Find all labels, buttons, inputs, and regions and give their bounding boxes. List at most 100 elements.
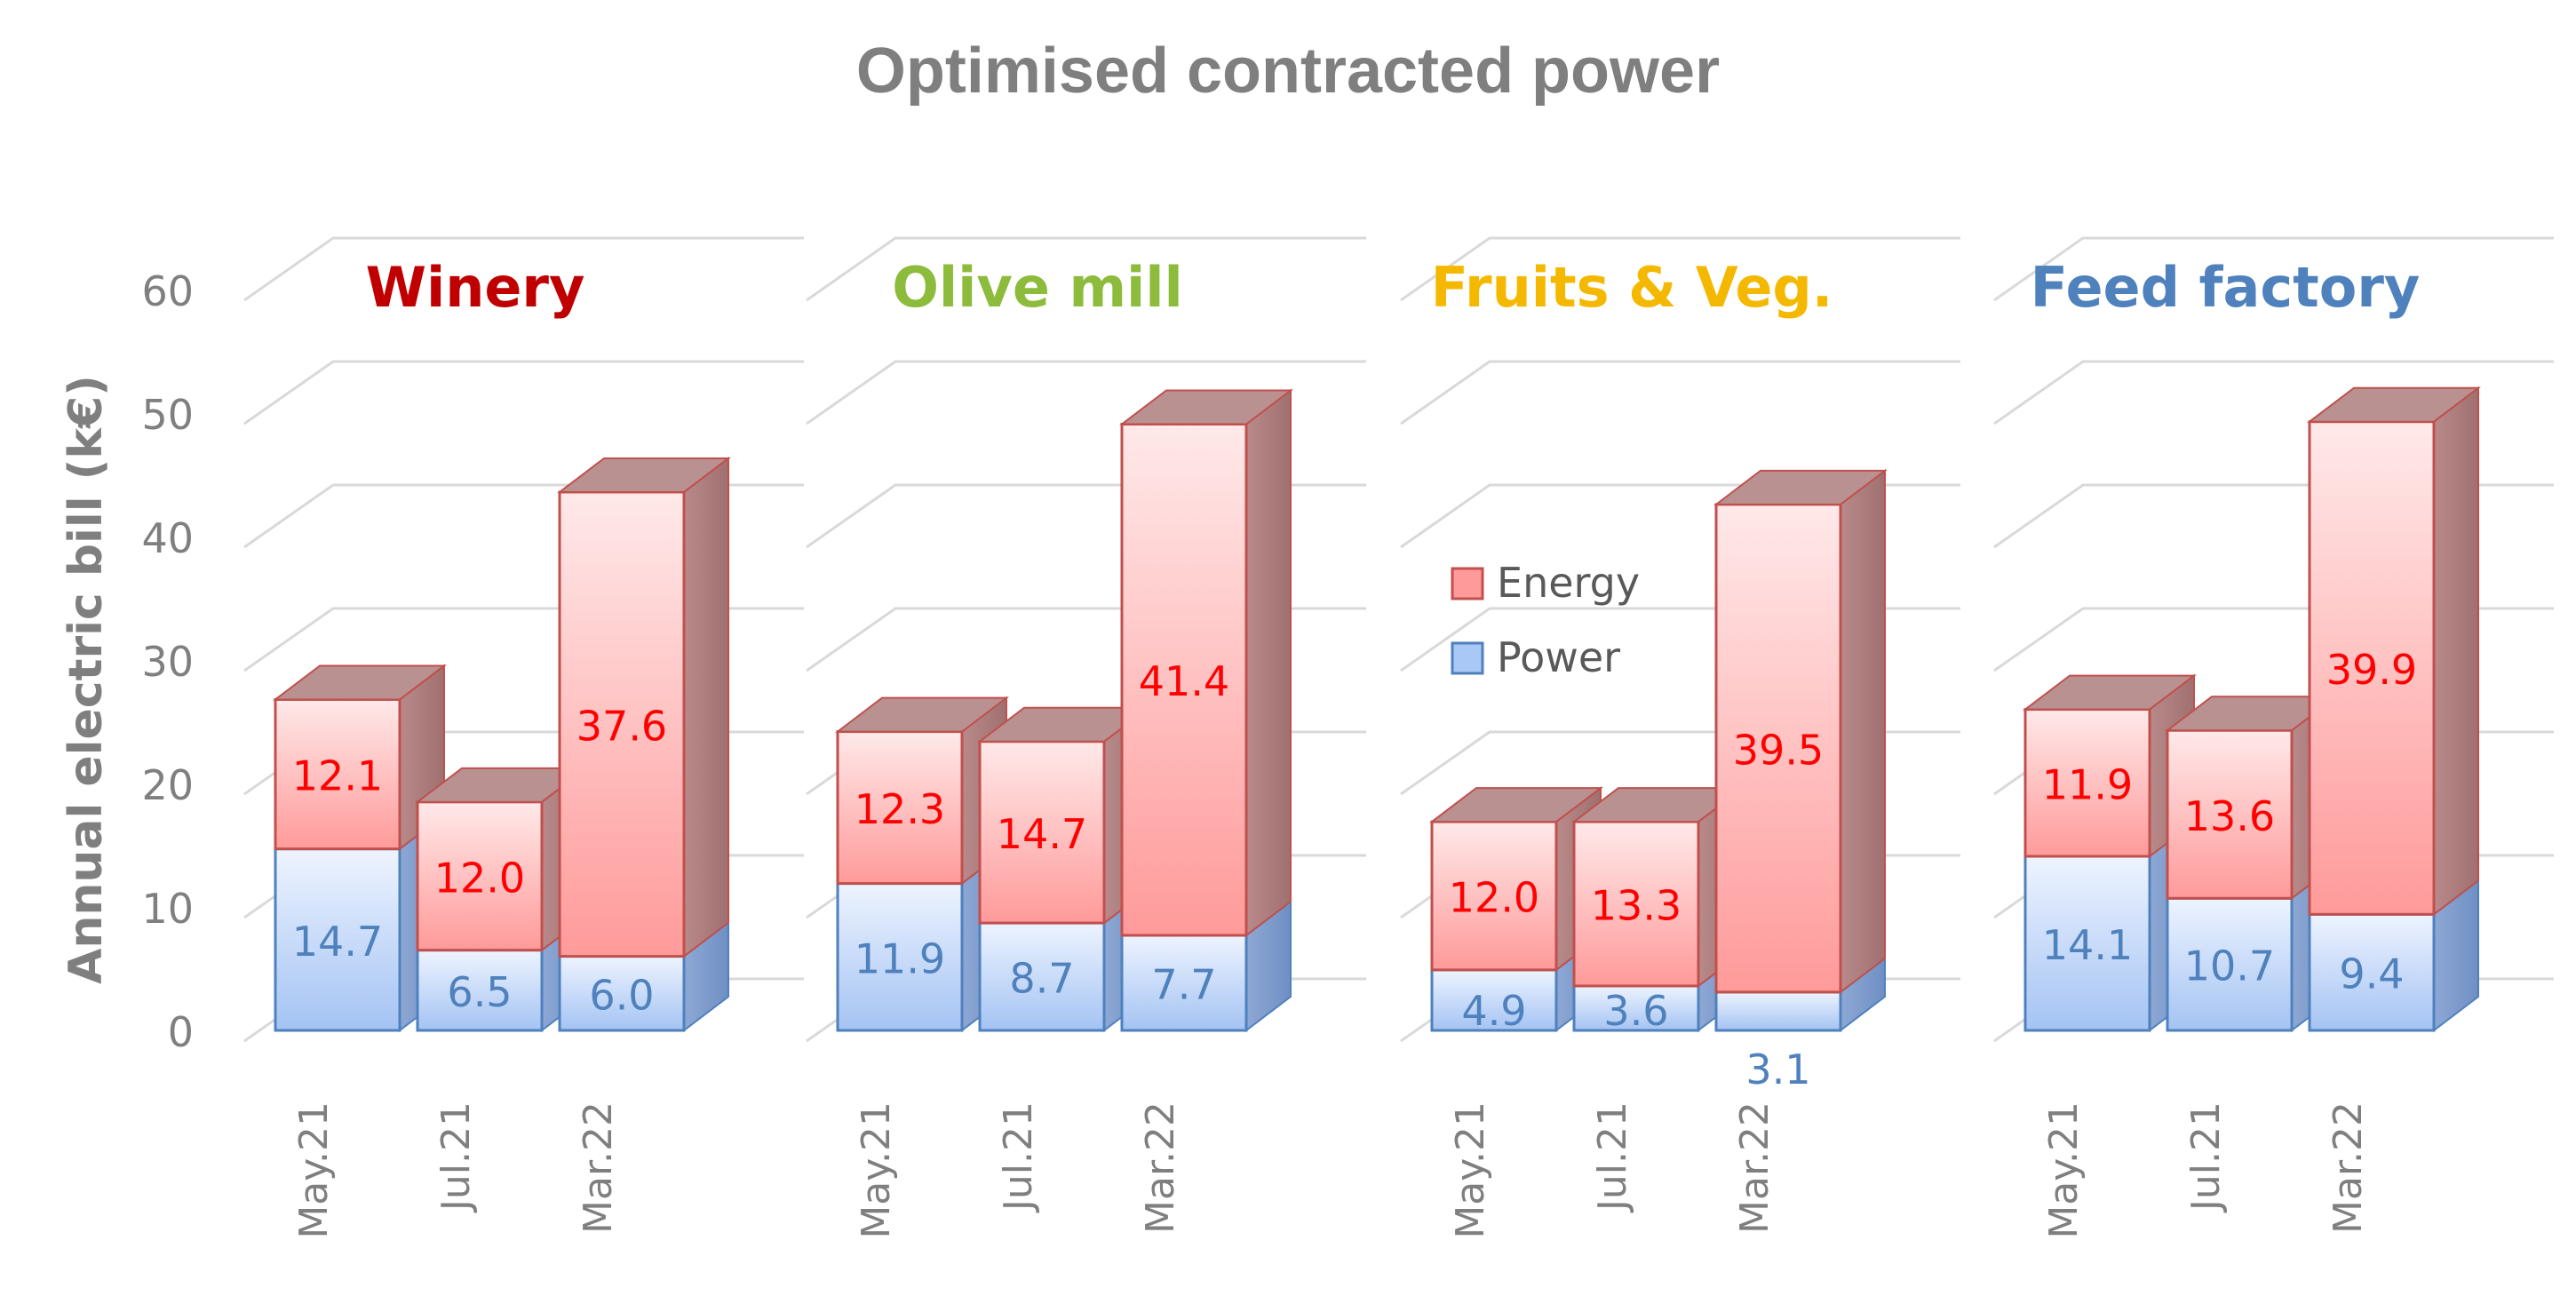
data-label-power: 4.9	[1461, 987, 1526, 1035]
bar-energy	[2308, 420, 2436, 916]
bar-energy	[2166, 728, 2294, 900]
panel-title: Winery	[366, 255, 585, 320]
panel-title: Olive mill	[892, 255, 1183, 320]
bar-power	[1430, 968, 1558, 1032]
data-label-power: 11.9	[855, 934, 945, 982]
category-label: Mar.22	[2326, 1101, 2371, 1234]
gridline	[243, 236, 804, 302]
data-label-power: 3.1	[1745, 1046, 1810, 1093]
category-label: Mar.22	[1138, 1101, 1183, 1234]
bar-power	[1714, 990, 1842, 1032]
bar-power	[1120, 934, 1248, 1032]
data-label-energy: 37.6	[576, 702, 667, 750]
bar-top	[835, 696, 1009, 733]
data-label-power: 9.4	[2339, 950, 2404, 998]
legend-label: Energy	[1497, 559, 1640, 607]
data-label-energy: 39.9	[2326, 646, 2417, 694]
data-label-energy: 11.9	[2042, 760, 2133, 808]
bar-power	[2308, 912, 2436, 1032]
bar-energy	[1430, 820, 1558, 972]
data-label-energy: 14.7	[997, 810, 1087, 858]
data-label-energy: 39.5	[1733, 726, 1824, 774]
category-label: Jul.21	[2183, 1101, 2229, 1213]
category-label: May.21	[291, 1101, 337, 1239]
bar-top	[1119, 389, 1293, 425]
gridline	[1993, 360, 2554, 425]
bar-power	[836, 882, 964, 1032]
bar-energy	[1714, 503, 1842, 994]
category-label: May.21	[854, 1101, 899, 1239]
category-label: Mar.22	[1732, 1101, 1777, 1234]
legend-label: Power	[1497, 633, 1620, 681]
legend-swatch	[1451, 567, 1484, 600]
gridline	[243, 360, 804, 425]
bar-top	[1429, 787, 1603, 823]
gridline	[1400, 236, 1960, 302]
data-label-energy: 41.4	[1139, 657, 1229, 705]
category-label: Jul.21	[996, 1101, 1041, 1213]
chart-panel: Winery 12.1 14.7 May.21 12.0 6.5 Jul.21 37.6 6.0…	[243, 236, 804, 1239]
bar-top	[2023, 674, 2197, 711]
bar-power	[274, 847, 402, 1032]
y-tick-label: 60	[141, 267, 194, 315]
category-label: May.21	[2041, 1101, 2087, 1239]
data-label-energy: 13.6	[2184, 792, 2275, 840]
category-label: May.21	[1448, 1101, 1493, 1239]
bar-top	[273, 664, 447, 701]
gridline	[1993, 236, 2554, 302]
bar-energy	[274, 697, 402, 851]
y-axis-label: Annual electric bill (k€)	[60, 375, 113, 984]
panel-title: Feed factory	[2031, 255, 2421, 320]
bar-energy	[2023, 708, 2151, 858]
y-tick-label: 30	[141, 638, 194, 686]
bar-energy	[416, 800, 544, 952]
legend-entry: Power	[1451, 633, 1620, 681]
category-label: Jul.21	[1590, 1101, 1635, 1213]
data-label-power: 6.0	[589, 971, 654, 1019]
legend-swatch	[1451, 641, 1484, 675]
bar-energy-side	[1245, 388, 1292, 937]
bar-energy	[836, 730, 964, 886]
data-label-power: 14.7	[292, 918, 383, 966]
data-label-power: 6.5	[447, 968, 512, 1016]
data-label-power: 10.7	[2184, 942, 2275, 990]
bar-energy	[558, 490, 686, 958]
y-tick-label: 0	[168, 1008, 194, 1056]
bar-energy-side	[1840, 468, 1886, 994]
y-tick-label: 50	[141, 391, 194, 439]
y-tick-label: 40	[141, 514, 194, 562]
bar-power	[416, 949, 544, 1032]
bar-energy	[978, 740, 1106, 925]
legend: Energy Power	[1451, 559, 1640, 681]
gridline	[806, 360, 1366, 425]
legend-entry: Energy	[1451, 559, 1640, 607]
chart-panel: Olive mill 12.3 11.9 May.21 14.7 8.7 Jul.21 41.…	[806, 236, 1366, 1239]
data-label-power: 3.6	[1603, 987, 1668, 1035]
bar-power	[978, 921, 1106, 1032]
data-label-energy: 12.0	[1449, 873, 1539, 921]
data-label-power: 7.7	[1151, 960, 1216, 1008]
bar-power	[1572, 984, 1700, 1032]
bar-top	[2307, 386, 2481, 423]
category-label: Mar.22	[576, 1101, 621, 1234]
bar-top	[1713, 469, 1888, 505]
chart-title: Optimised contracted power	[856, 36, 1720, 107]
gridline	[806, 236, 1366, 302]
bar-top	[557, 457, 731, 493]
data-label-energy: 13.3	[1591, 882, 1682, 930]
chart-panel: Feed factory 11.9 14.1 May.21 13.6 10.7 Jul.21…	[1993, 236, 2554, 1239]
gridline	[1400, 360, 1960, 425]
data-label-power: 14.1	[2042, 921, 2133, 969]
bar-energy-side	[2433, 386, 2479, 917]
category-label: Jul.21	[433, 1101, 479, 1213]
data-label-energy: 12.3	[855, 785, 945, 833]
data-label-power: 8.7	[1009, 955, 1074, 1003]
panels-layer: Winery 12.1 14.7 May.21 12.0 6.5 Jul.21 37.6 6.0…	[243, 236, 2554, 1239]
y-tick-label: 20	[141, 761, 194, 809]
chart-panel: Fruits & Veg. 12.0 4.9 May.21 13.3 3.6 Jul.21 3…	[1400, 236, 1960, 1239]
panel-title: Fruits & Veg.	[1431, 255, 1833, 320]
data-label-energy: 12.0	[434, 854, 525, 902]
y-ticks-layer: 0 10 20 30 40 50 60	[141, 267, 194, 1056]
